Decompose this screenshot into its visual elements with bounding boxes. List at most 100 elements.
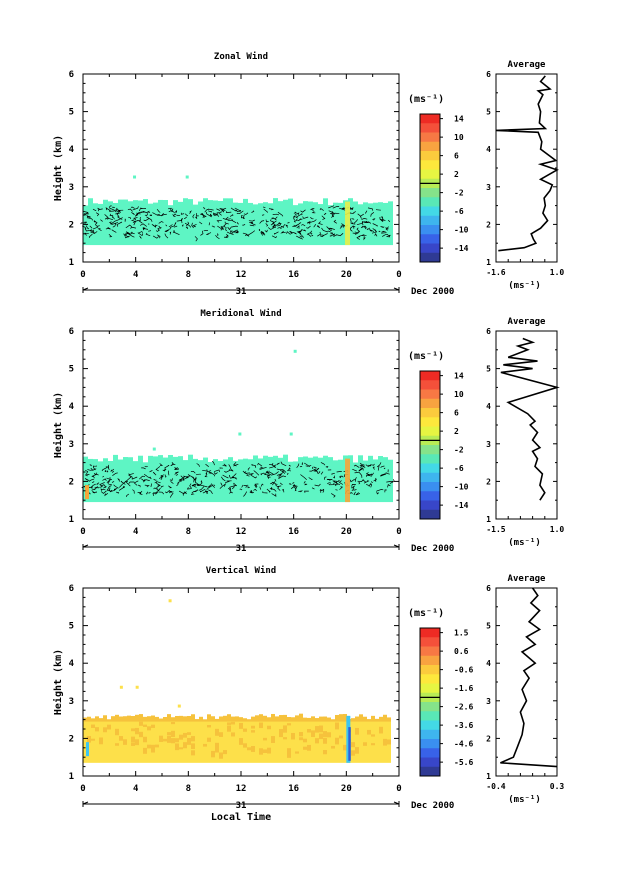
field-fragment <box>218 200 223 209</box>
field-fragment <box>371 734 375 737</box>
field-fragment <box>308 457 313 466</box>
field-fragment <box>239 717 243 722</box>
field-fragment <box>318 204 323 209</box>
field-fragment <box>123 199 128 209</box>
x-axis-label: Local Time <box>211 811 271 823</box>
field-fragment <box>328 457 333 466</box>
field-fragment <box>371 743 375 746</box>
colorbar-label: -3.6 <box>454 721 473 730</box>
field-fragment <box>238 202 243 209</box>
field-fragment <box>228 198 233 209</box>
field-fragment <box>311 730 315 737</box>
field-fragment <box>351 742 355 748</box>
field-fragment <box>215 746 219 753</box>
profile-y-tick-label: 4 <box>486 659 491 668</box>
field-fragment <box>293 205 298 209</box>
field-fragment <box>147 744 151 749</box>
x-tick-label: 16 <box>288 527 299 537</box>
field-fragment <box>168 205 173 209</box>
field-fragment <box>323 737 327 744</box>
field-fragment <box>248 459 253 466</box>
field-fragment <box>273 198 278 209</box>
field-fragment <box>358 455 363 466</box>
colorbar-label: 0.6 <box>454 647 469 656</box>
field-fragment <box>323 455 328 466</box>
colorbar-segment <box>420 472 440 483</box>
field-fragment <box>135 739 139 746</box>
field-fragment <box>183 460 188 466</box>
field-fragment <box>91 718 95 722</box>
field-fragment <box>183 716 187 722</box>
x-tick-label: 4 <box>133 270 139 280</box>
field-fragment <box>207 737 211 742</box>
field-fragment <box>167 714 171 722</box>
y-tick-label: 6 <box>69 327 74 337</box>
field-fragment <box>178 456 183 466</box>
x-tick-label: 12 <box>236 270 247 280</box>
x-tick-label: 20 <box>341 270 352 280</box>
y-axis-label: Height (km) <box>52 649 64 715</box>
field-fragment <box>253 455 258 466</box>
field-fragment <box>379 726 383 734</box>
field-fragment <box>279 730 283 738</box>
colorbar-label: -6 <box>454 207 464 216</box>
field-fragment <box>135 727 139 735</box>
colorbar-label: -14 <box>454 244 469 253</box>
colorbar-label: -1.6 <box>454 684 473 693</box>
x-tick-label: 0 <box>396 784 401 794</box>
colorbar-frame <box>419 627 441 777</box>
field-fragment <box>88 198 93 209</box>
day-label: 31 <box>236 801 247 811</box>
field-fragment <box>223 750 227 755</box>
field-fragment <box>367 729 371 735</box>
field-fragment <box>191 750 195 756</box>
colorbar-frame <box>419 370 441 520</box>
y-tick-label: 3 <box>69 440 74 450</box>
profile-y-tick-label: 3 <box>486 183 491 192</box>
field-fragment <box>175 746 179 751</box>
field-fragment <box>311 716 315 722</box>
field-fragment <box>153 202 158 209</box>
date-label: Dec 2000 <box>411 544 454 554</box>
field-fragment <box>91 724 95 728</box>
colorbar-segment <box>420 123 440 133</box>
colorbar-segment <box>420 739 440 749</box>
field-fragment <box>179 715 183 722</box>
field-stripe <box>345 458 351 503</box>
y-tick-label: 5 <box>69 108 74 118</box>
colorbar-segment <box>420 197 440 207</box>
field-fragment <box>167 735 171 743</box>
field-stripe <box>348 727 351 761</box>
field-fragment <box>299 731 303 737</box>
y-tick-label: 1 <box>69 772 74 782</box>
field-fragment <box>103 715 107 722</box>
date-bar-arrow <box>393 544 400 548</box>
field-fragment <box>179 747 183 750</box>
field-fragment <box>323 731 327 738</box>
colorbar-label: 14 <box>454 115 464 124</box>
field-fragment <box>359 714 363 722</box>
profile-x-tick-label: 1.0 <box>550 525 565 534</box>
field-fragment <box>307 717 311 722</box>
field-fragment <box>283 737 287 740</box>
field-fragment <box>123 716 127 722</box>
field-fragment <box>139 721 143 726</box>
field-fragment <box>233 202 238 209</box>
colorbar-segment <box>420 132 440 143</box>
field-dot <box>177 704 181 708</box>
field-fragment <box>287 748 291 755</box>
field-fragment <box>247 719 251 722</box>
field-fragment <box>128 201 133 209</box>
field-fragment <box>133 200 138 209</box>
profile-y-tick-label: 4 <box>486 402 491 411</box>
field-fragment <box>279 715 283 722</box>
field-fragment <box>227 725 231 732</box>
field-fragment <box>103 199 108 209</box>
field-fragment <box>91 738 95 741</box>
profile-x-tick-label: -0.4 <box>486 782 505 791</box>
field-stripe <box>345 201 351 246</box>
field-fragment <box>118 459 123 466</box>
field-fragment <box>263 737 267 741</box>
field-fragment <box>268 203 273 209</box>
